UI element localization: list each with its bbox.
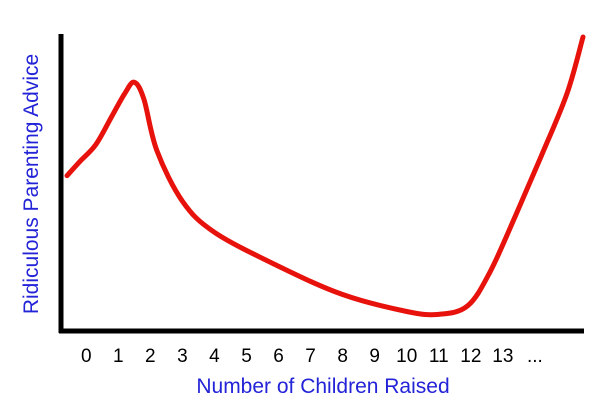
y-axis-title: Ridiculous Parenting Advice <box>20 54 43 314</box>
x-tick-label: 9 <box>369 346 380 367</box>
x-tick-label: 11 <box>429 346 449 367</box>
x-tick-label: 1 <box>113 346 124 367</box>
x-tick-label: 13 <box>492 346 513 367</box>
x-tick-label: 4 <box>209 346 220 367</box>
x-tick-label: 10 <box>396 346 417 367</box>
x-tick-label: 2 <box>145 346 156 367</box>
x-tick-label: 5 <box>241 346 252 367</box>
series-line-0 <box>64 34 586 318</box>
x-tick-label: 3 <box>177 346 188 367</box>
x-tick-labels: 0 1 2 3 4 5 6 7 8 9 10 11 12 13... <box>81 346 543 367</box>
x-tick-label: 12 <box>460 346 481 367</box>
x-tick-label: 6 <box>273 346 284 367</box>
x-tick-label: 7 <box>305 346 316 367</box>
x-tick-label: 0 <box>81 346 92 367</box>
x-tick-label: 8 <box>337 346 348 367</box>
x-tick-label: ... <box>527 346 543 367</box>
plot-area <box>64 34 586 318</box>
axes <box>58 34 584 334</box>
x-axis-title: Number of Children Raised <box>196 375 449 398</box>
